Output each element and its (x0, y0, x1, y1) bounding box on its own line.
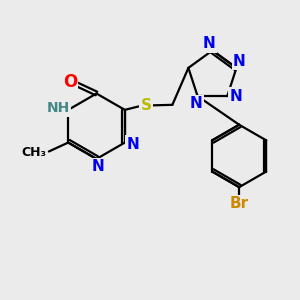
Text: Br: Br (230, 196, 249, 211)
Text: N: N (233, 54, 246, 69)
Text: S: S (141, 98, 152, 113)
Text: N: N (190, 96, 202, 111)
Text: NH: NH (47, 101, 70, 116)
Text: O: O (63, 73, 77, 91)
Text: CH₃: CH₃ (21, 146, 46, 160)
Text: N: N (127, 136, 139, 152)
Text: N: N (229, 88, 242, 104)
Text: N: N (92, 159, 104, 174)
Text: N: N (203, 36, 216, 51)
